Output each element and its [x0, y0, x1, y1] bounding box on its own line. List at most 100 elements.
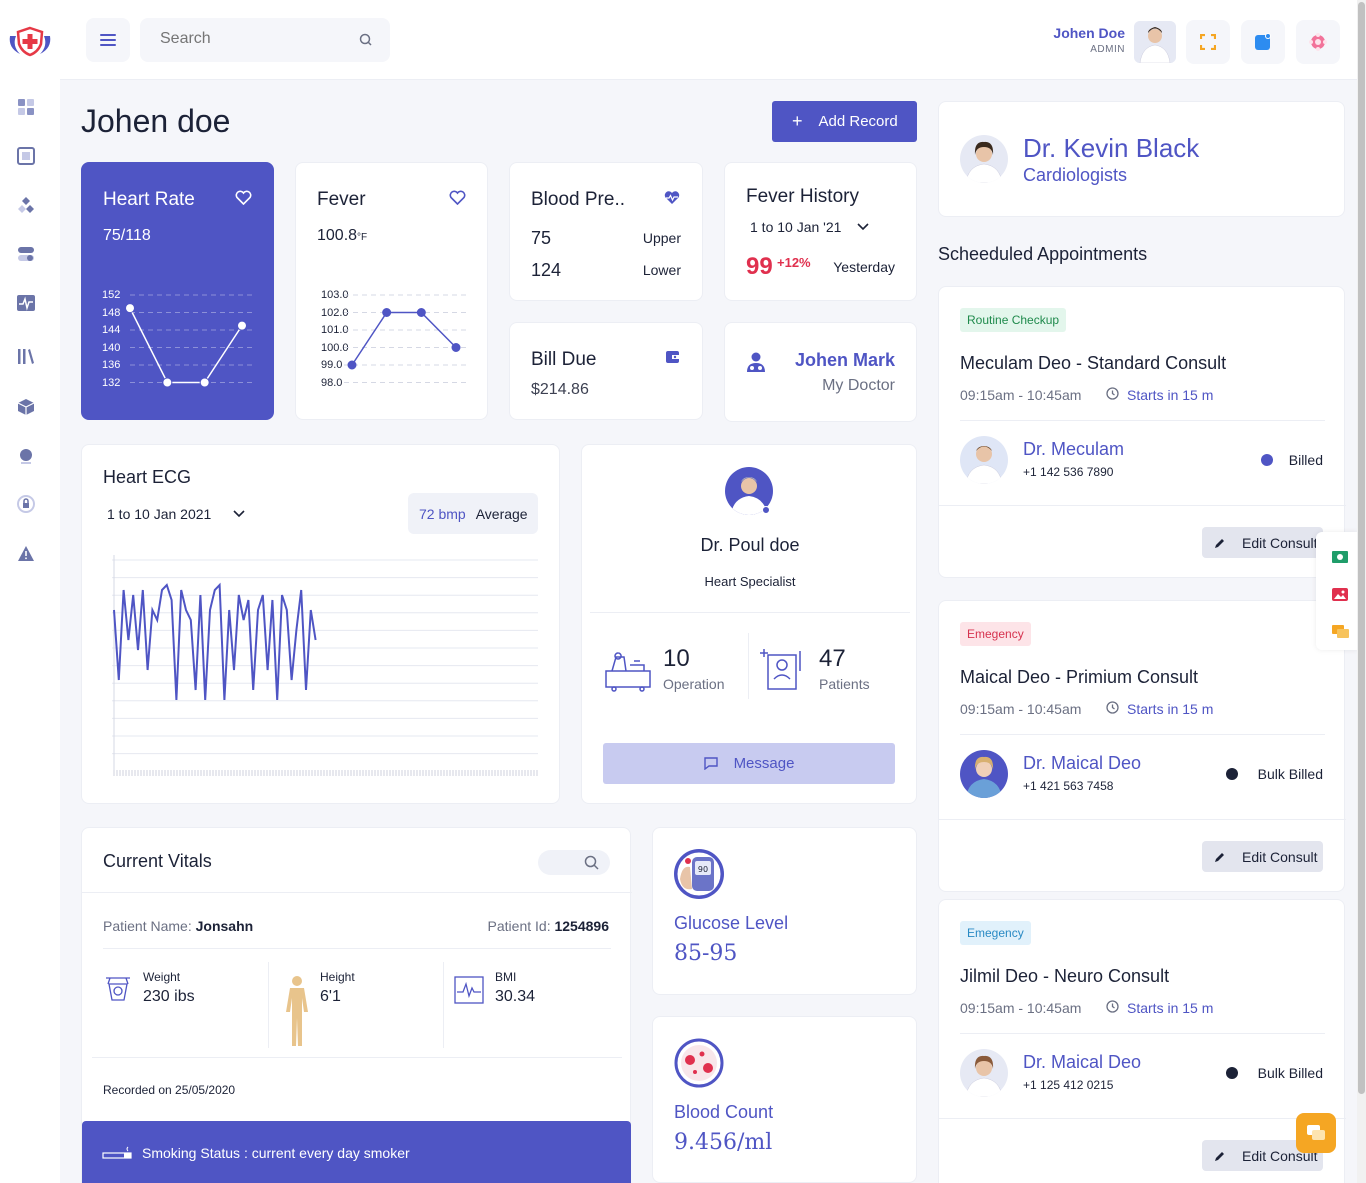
- appointment-card[interactable]: Routine Checkup Meculam Deo - Standard Co…: [938, 286, 1346, 578]
- edit-consult-label: Edit Consult: [1242, 848, 1318, 865]
- toggle-icon[interactable]: [16, 244, 36, 264]
- bp-lower-value: 124: [531, 260, 562, 280]
- user-info[interactable]: Johen Doe ADMIN: [1020, 25, 1125, 55]
- appointment-title: Meculam Deo - Standard Consult: [960, 353, 1227, 373]
- fever-history-range-select[interactable]: 1 to 10 Jan '21: [750, 219, 869, 235]
- note-icon: [1255, 33, 1271, 50]
- user-avatar[interactable]: [1134, 21, 1176, 63]
- scrollbar-track[interactable]: [1357, 0, 1366, 1183]
- patient-name-label: Patient Name:: [103, 918, 192, 934]
- floating-widget-panel: [1316, 532, 1358, 650]
- search-icon[interactable]: [359, 33, 373, 47]
- operation-label: Operation: [663, 676, 725, 692]
- profile-name: Dr. Kevin Black: [1023, 133, 1200, 163]
- message-label: Message: [733, 755, 795, 772]
- heart-rate-card[interactable]: Heart Rate 75/118 152 148 144 140 136 132: [81, 162, 274, 420]
- human-body-icon: [286, 976, 308, 1046]
- image-icon[interactable]: [1332, 588, 1348, 601]
- bill-due-title: Bill Due: [531, 349, 597, 370]
- chat-bubbles-icon[interactable]: [1332, 625, 1349, 639]
- data-point[interactable]: [416, 308, 426, 317]
- bp-lower-label: Lower: [642, 262, 681, 278]
- billing-status: Bulk Billed: [1225, 1065, 1323, 1081]
- scrollbar-thumb[interactable]: [1358, 2, 1365, 1094]
- money-icon[interactable]: [1332, 551, 1348, 563]
- fever-history-title: Fever History: [746, 186, 859, 207]
- edit-consult-button[interactable]: Edit Consult: [1202, 527, 1323, 558]
- scan-icon[interactable]: [16, 146, 36, 166]
- fever-history-card[interactable]: Fever History 1 to 10 Jan '21 99 +12% Ye…: [724, 162, 917, 301]
- heart-ecg-card: Heart ECG 1 to 10 Jan 2021 72 bmp Average: [81, 444, 560, 804]
- ecg-average-box: 72 bmp Average: [408, 493, 538, 534]
- bp-title: Blood Pre..: [531, 189, 625, 210]
- add-record-button[interactable]: + Add Record: [772, 101, 917, 142]
- components-icon[interactable]: [16, 195, 36, 215]
- warning-icon[interactable]: [16, 544, 36, 564]
- globe-icon[interactable]: [16, 446, 36, 466]
- appointment-doctor[interactable]: Dr. Maical Deo: [1023, 753, 1142, 773]
- user-role: ADMIN: [1090, 44, 1125, 55]
- appointment-phone: +1 125 412 0215: [1023, 1078, 1114, 1092]
- billing-status-label: Bulk Billed: [1257, 1065, 1323, 1081]
- blood-count-card[interactable]: Blood Count 9.456/ml: [652, 1016, 917, 1183]
- appointment-doctor[interactable]: Dr. Meculam: [1023, 439, 1125, 459]
- fever-card[interactable]: Fever 100.8°F 103.0 102.0 101.0 100.0 99.0 98…: [295, 162, 488, 420]
- profile-specialty: Cardiologists: [1023, 165, 1128, 185]
- blood-count-value: 9.456/ml: [674, 1130, 773, 1155]
- data-point[interactable]: [125, 303, 135, 314]
- pulse-icon[interactable]: [16, 293, 36, 313]
- my-doctor-card[interactable]: Johen Mark My Doctor: [724, 322, 917, 422]
- patient-name: Jonsahn: [195, 918, 254, 934]
- smoking-status-bar: Smoking Status : current every day smoke…: [82, 1121, 631, 1183]
- appointment-card[interactable]: Emegency Maical Deo - Primium Consult 09:1…: [938, 600, 1346, 892]
- search-input[interactable]: [160, 30, 350, 48]
- height-value: 6'1: [320, 988, 341, 1005]
- operation-count: 10: [663, 645, 690, 672]
- library-icon[interactable]: [16, 346, 36, 366]
- bp-upper-value: 75: [531, 228, 552, 248]
- blood-pressure-card[interactable]: Blood Pre.. 75 Upper 124 Lower: [509, 162, 703, 301]
- doctor-card-name: Dr. Poul doe: [700, 535, 800, 555]
- appointment-doctor[interactable]: Dr. Maical Deo: [1023, 1052, 1142, 1072]
- vitals-search[interactable]: [538, 850, 610, 875]
- profile-card[interactable]: Dr. Kevin Black Cardiologists: [938, 101, 1345, 217]
- cigarette-icon: [102, 1146, 132, 1159]
- bill-due-card[interactable]: Bill Due $214.86: [509, 322, 703, 420]
- chevron-down-icon: [233, 510, 245, 518]
- appointments-title: Scheeduled Appointments: [938, 244, 1148, 264]
- glucose-card[interactable]: 90 Glucose Level 85-95: [652, 827, 917, 995]
- patients-count: 47: [819, 645, 846, 672]
- search-box: [140, 18, 390, 62]
- data-point[interactable]: [237, 320, 247, 331]
- billing-status-label: Billed: [1288, 452, 1323, 468]
- message-button[interactable]: Message: [603, 743, 895, 784]
- appointment-time: 09:15am - 10:45am: [960, 701, 1082, 717]
- settings-button[interactable]: [1296, 20, 1340, 64]
- box-icon[interactable]: [16, 397, 36, 417]
- operation-icon: [605, 652, 651, 692]
- appointment-phone: +1 142 536 7890: [1023, 465, 1114, 479]
- chat-launcher-button[interactable]: [1296, 1113, 1336, 1153]
- appointment-card[interactable]: Emegency Jilmil Deo - Neuro Consult 09:15a…: [938, 899, 1346, 1183]
- edit-consult-button[interactable]: Edit Consult: [1202, 841, 1323, 872]
- dashboard-icon[interactable]: [16, 97, 36, 117]
- data-point[interactable]: [451, 343, 461, 352]
- data-point[interactable]: [382, 308, 392, 317]
- menu-toggle-button[interactable]: [86, 18, 130, 62]
- lock-icon[interactable]: [16, 494, 36, 514]
- plus-icon: +: [792, 111, 803, 131]
- notes-button[interactable]: [1241, 20, 1285, 64]
- data-point[interactable]: [162, 377, 173, 388]
- data-point[interactable]: [347, 360, 357, 370]
- blood-count-label: Blood Count: [674, 1102, 774, 1122]
- data-point[interactable]: [199, 377, 210, 388]
- heart-icon[interactable]: [449, 190, 466, 205]
- online-indicator: [762, 506, 770, 514]
- patient-name-row: Patient Name: Jonsahn: [103, 918, 253, 934]
- heart-icon[interactable]: [235, 190, 252, 205]
- add-record-label: Add Record: [818, 113, 898, 130]
- y-tick-label: 136: [102, 359, 121, 371]
- ecg-range-select[interactable]: 1 to 10 Jan 2021: [107, 506, 245, 522]
- height-label: Height: [320, 970, 355, 984]
- fullscreen-button[interactable]: [1186, 20, 1230, 64]
